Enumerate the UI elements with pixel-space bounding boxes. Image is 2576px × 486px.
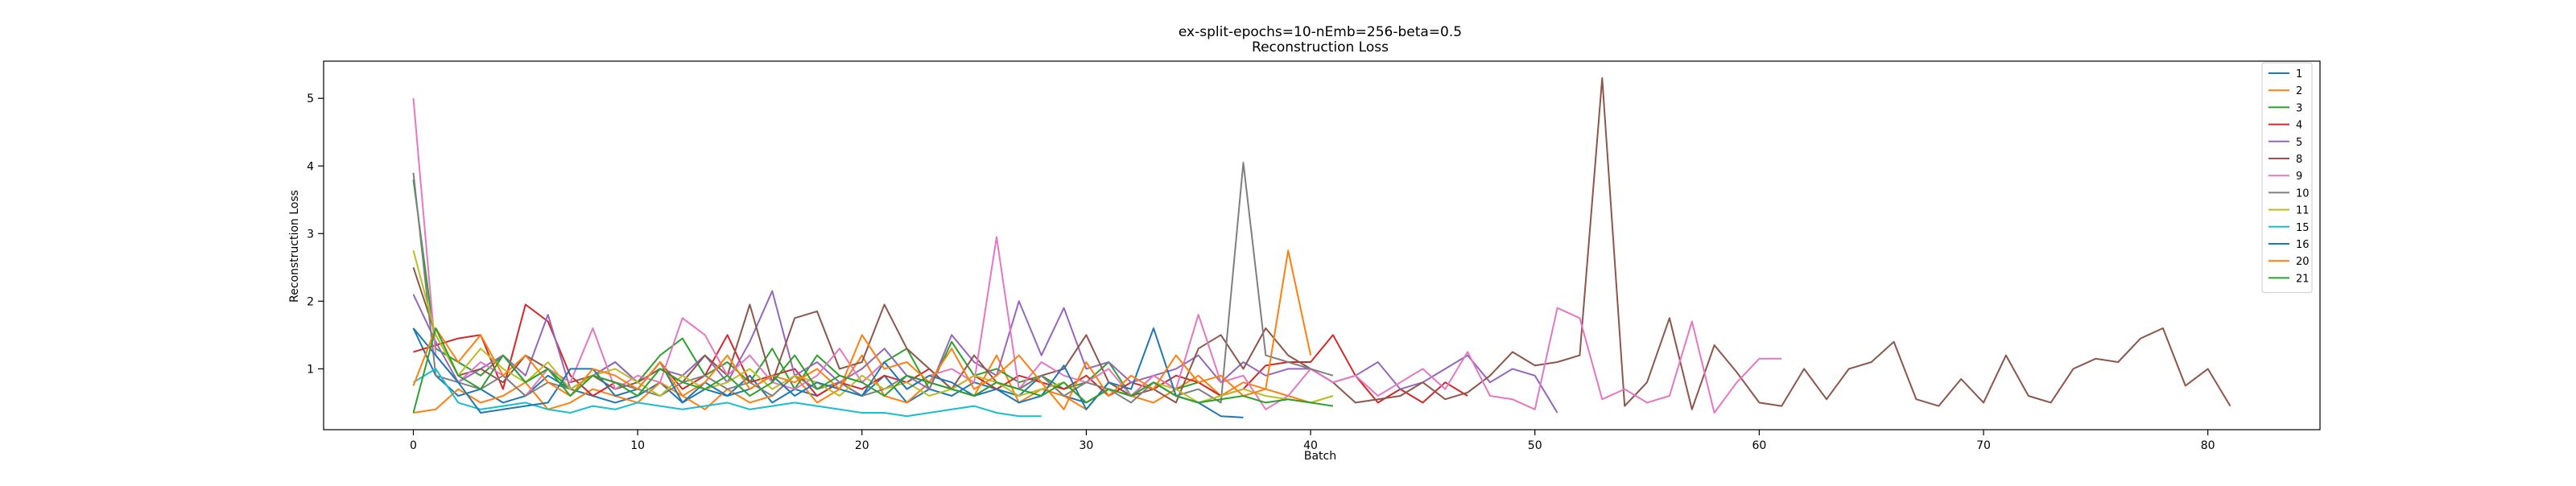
x-tick-label: 80 xyxy=(2201,439,2215,452)
y-tick-label: 3 xyxy=(307,228,314,241)
legend-label-8: 8 xyxy=(2296,154,2302,166)
legend-label-11: 11 xyxy=(2296,205,2310,217)
legend-label-4: 4 xyxy=(2296,120,2302,132)
x-tick-label: 50 xyxy=(1528,439,1542,452)
legend-label-3: 3 xyxy=(2296,102,2302,114)
x-tick-label: 40 xyxy=(1303,439,1318,452)
legend: 1 2 3 4 5 8 9 10 11 15 16 20 21 xyxy=(2261,62,2313,294)
series-line-15 xyxy=(412,368,1042,418)
series-line-16 xyxy=(412,327,1244,418)
x-tick-label: 0 xyxy=(410,439,417,452)
plot-area xyxy=(412,77,2231,418)
y-tick-label: 2 xyxy=(307,295,314,308)
series-line-21 xyxy=(412,327,1334,414)
legend-label-2: 2 xyxy=(2296,85,2302,97)
x-tick-label: 70 xyxy=(1976,439,1991,452)
x-tick-label: 60 xyxy=(1752,439,1766,452)
x-axis-label: Batch xyxy=(1304,450,1336,463)
legend-label-10: 10 xyxy=(2296,187,2310,200)
chart-title: ex-split-epochs=10-nEmb=256-beta=0.5 xyxy=(1179,24,1462,40)
y-tick-label: 4 xyxy=(307,160,314,173)
series-line-11 xyxy=(412,250,1334,404)
legend-box xyxy=(2261,62,2313,294)
x-tick-label: 30 xyxy=(1080,439,1094,452)
y-tick-label: 1 xyxy=(307,363,314,376)
x-tick-label: 20 xyxy=(855,439,869,452)
legend-label-20: 20 xyxy=(2296,256,2310,268)
legend-label-5: 5 xyxy=(2296,137,2302,149)
y-axis-label: Reconstruction Loss xyxy=(288,190,301,303)
y-tick-label: 5 xyxy=(307,93,314,105)
series-line-2 xyxy=(413,354,1334,414)
series-line-9 xyxy=(412,98,1782,414)
plot-frame xyxy=(323,60,2321,430)
x-tick-label: 10 xyxy=(630,439,645,452)
legend-label-21: 21 xyxy=(2296,273,2310,285)
series-line-10 xyxy=(412,162,1334,404)
legend-label-9: 9 xyxy=(2296,171,2302,183)
axes: 0 10 20 30 40 50 60 70 80 1 2 3 4 5 xyxy=(307,93,2215,452)
legend-label-15: 15 xyxy=(2296,222,2310,234)
series-line-20 xyxy=(412,249,1312,410)
legend-label-16: 16 xyxy=(2296,239,2310,251)
legend-label-1: 1 xyxy=(2296,68,2302,80)
chart-subtitle: Reconstruction Loss xyxy=(1252,39,1389,56)
